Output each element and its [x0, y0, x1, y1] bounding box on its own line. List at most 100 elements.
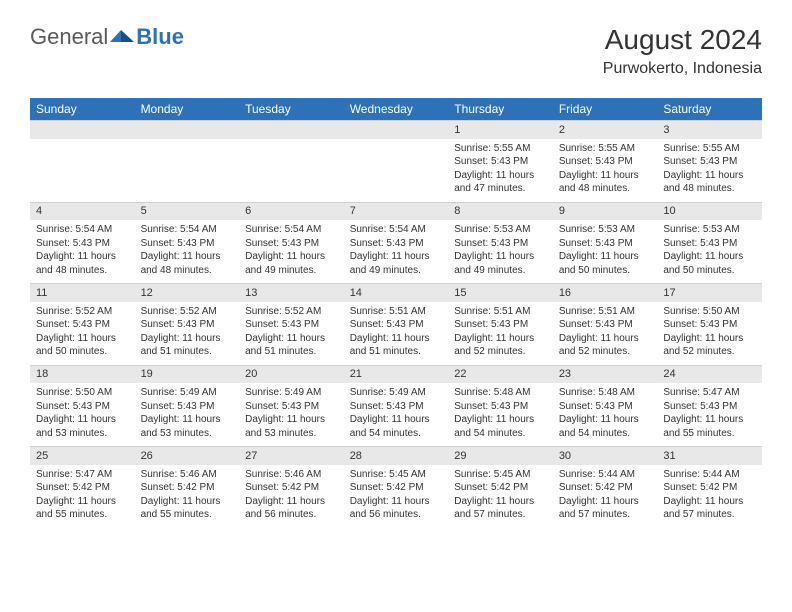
- daylight-text: Daylight: 11 hours: [141, 413, 234, 427]
- day-cell: Sunrise: 5:44 AMSunset: 5:42 PMDaylight:…: [553, 465, 658, 528]
- daylight-text: and 49 minutes.: [245, 264, 338, 278]
- sunrise-text: Sunrise: 5:52 AM: [245, 305, 338, 319]
- daylight-text: and 53 minutes.: [245, 427, 338, 441]
- daylight-text: Daylight: 11 hours: [36, 413, 129, 427]
- sunset-text: Sunset: 5:43 PM: [454, 155, 547, 169]
- daylight-text: Daylight: 11 hours: [559, 332, 652, 346]
- sunset-text: Sunset: 5:43 PM: [141, 237, 234, 251]
- sunset-text: Sunset: 5:43 PM: [141, 400, 234, 414]
- daylight-text: and 53 minutes.: [141, 427, 234, 441]
- daylight-text: Daylight: 11 hours: [454, 413, 547, 427]
- sunset-text: Sunset: 5:43 PM: [245, 400, 338, 414]
- detail-row: Sunrise: 5:52 AMSunset: 5:43 PMDaylight:…: [30, 302, 762, 366]
- daylight-text: and 57 minutes.: [454, 508, 547, 522]
- day-header: Tuesday: [239, 98, 344, 121]
- sunrise-text: Sunrise: 5:45 AM: [350, 468, 443, 482]
- daylight-text: Daylight: 11 hours: [559, 250, 652, 264]
- daynum-row: 123: [30, 121, 762, 139]
- sunset-text: Sunset: 5:43 PM: [559, 400, 652, 414]
- day-number: 30: [553, 447, 658, 465]
- daylight-text: Daylight: 11 hours: [663, 169, 756, 183]
- daylight-text: and 52 minutes.: [454, 345, 547, 359]
- sunrise-text: Sunrise: 5:48 AM: [454, 386, 547, 400]
- day-header: Thursday: [448, 98, 553, 121]
- sunrise-text: Sunrise: 5:51 AM: [350, 305, 443, 319]
- day-cell: Sunrise: 5:52 AMSunset: 5:43 PMDaylight:…: [30, 302, 135, 366]
- day-cell: [344, 139, 449, 203]
- daylight-text: and 54 minutes.: [454, 427, 547, 441]
- sunset-text: Sunset: 5:43 PM: [663, 155, 756, 169]
- sunrise-text: Sunrise: 5:51 AM: [559, 305, 652, 319]
- day-cell: Sunrise: 5:50 AMSunset: 5:43 PMDaylight:…: [657, 302, 762, 366]
- day-cell: Sunrise: 5:49 AMSunset: 5:43 PMDaylight:…: [344, 383, 449, 447]
- day-number: [344, 121, 449, 139]
- day-cell: Sunrise: 5:45 AMSunset: 5:42 PMDaylight:…: [344, 465, 449, 528]
- daylight-text: Daylight: 11 hours: [663, 495, 756, 509]
- daylight-text: and 48 minutes.: [663, 182, 756, 196]
- sunset-text: Sunset: 5:43 PM: [36, 318, 129, 332]
- daylight-text: and 53 minutes.: [36, 427, 129, 441]
- daylight-text: and 54 minutes.: [350, 427, 443, 441]
- sunset-text: Sunset: 5:43 PM: [454, 318, 547, 332]
- sunrise-text: Sunrise: 5:51 AM: [454, 305, 547, 319]
- day-number: 6: [239, 202, 344, 220]
- logo-icon: [110, 24, 136, 50]
- daylight-text: Daylight: 11 hours: [559, 169, 652, 183]
- day-number: 24: [657, 365, 762, 383]
- day-number: 7: [344, 202, 449, 220]
- day-cell: Sunrise: 5:49 AMSunset: 5:43 PMDaylight:…: [135, 383, 240, 447]
- daylight-text: and 55 minutes.: [141, 508, 234, 522]
- sunset-text: Sunset: 5:42 PM: [663, 481, 756, 495]
- day-number: 10: [657, 202, 762, 220]
- day-number: 3: [657, 121, 762, 139]
- sunset-text: Sunset: 5:43 PM: [559, 155, 652, 169]
- day-cell: Sunrise: 5:48 AMSunset: 5:43 PMDaylight:…: [553, 383, 658, 447]
- day-cell: [30, 139, 135, 203]
- sunrise-text: Sunrise: 5:55 AM: [663, 142, 756, 156]
- daylight-text: and 56 minutes.: [350, 508, 443, 522]
- sunset-text: Sunset: 5:43 PM: [559, 318, 652, 332]
- daylight-text: and 50 minutes.: [559, 264, 652, 278]
- day-number: [135, 121, 240, 139]
- daylight-text: Daylight: 11 hours: [559, 495, 652, 509]
- day-header: Saturday: [657, 98, 762, 121]
- sunset-text: Sunset: 5:42 PM: [350, 481, 443, 495]
- day-cell: Sunrise: 5:54 AMSunset: 5:43 PMDaylight:…: [344, 220, 449, 284]
- day-number: 23: [553, 365, 658, 383]
- day-cell: Sunrise: 5:55 AMSunset: 5:43 PMDaylight:…: [448, 139, 553, 203]
- sunrise-text: Sunrise: 5:49 AM: [245, 386, 338, 400]
- logo: General Blue: [30, 24, 184, 50]
- sunset-text: Sunset: 5:43 PM: [245, 318, 338, 332]
- title-block: August 2024 Purwokerto, Indonesia: [603, 24, 762, 78]
- daylight-text: and 55 minutes.: [663, 427, 756, 441]
- sunset-text: Sunset: 5:43 PM: [36, 237, 129, 251]
- detail-row: Sunrise: 5:47 AMSunset: 5:42 PMDaylight:…: [30, 465, 762, 528]
- daylight-text: and 52 minutes.: [559, 345, 652, 359]
- daylight-text: and 51 minutes.: [350, 345, 443, 359]
- sunrise-text: Sunrise: 5:49 AM: [141, 386, 234, 400]
- day-cell: Sunrise: 5:53 AMSunset: 5:43 PMDaylight:…: [657, 220, 762, 284]
- day-number: 13: [239, 284, 344, 302]
- sunrise-text: Sunrise: 5:47 AM: [36, 468, 129, 482]
- sunrise-text: Sunrise: 5:45 AM: [454, 468, 547, 482]
- day-cell: Sunrise: 5:52 AMSunset: 5:43 PMDaylight:…: [135, 302, 240, 366]
- day-number: 14: [344, 284, 449, 302]
- sunrise-text: Sunrise: 5:54 AM: [36, 223, 129, 237]
- daylight-text: Daylight: 11 hours: [350, 332, 443, 346]
- sunset-text: Sunset: 5:43 PM: [141, 318, 234, 332]
- calendar-body: 123Sunrise: 5:55 AMSunset: 5:43 PMDaylig…: [30, 121, 762, 528]
- day-header: Sunday: [30, 98, 135, 121]
- daylight-text: Daylight: 11 hours: [245, 495, 338, 509]
- daylight-text: and 50 minutes.: [663, 264, 756, 278]
- day-number: 5: [135, 202, 240, 220]
- day-number: 21: [344, 365, 449, 383]
- day-number: 22: [448, 365, 553, 383]
- day-number: 15: [448, 284, 553, 302]
- sunset-text: Sunset: 5:43 PM: [454, 400, 547, 414]
- daylight-text: Daylight: 11 hours: [36, 495, 129, 509]
- detail-row: Sunrise: 5:50 AMSunset: 5:43 PMDaylight:…: [30, 383, 762, 447]
- daylight-text: Daylight: 11 hours: [350, 413, 443, 427]
- sunrise-text: Sunrise: 5:53 AM: [663, 223, 756, 237]
- day-header: Wednesday: [344, 98, 449, 121]
- day-number: [30, 121, 135, 139]
